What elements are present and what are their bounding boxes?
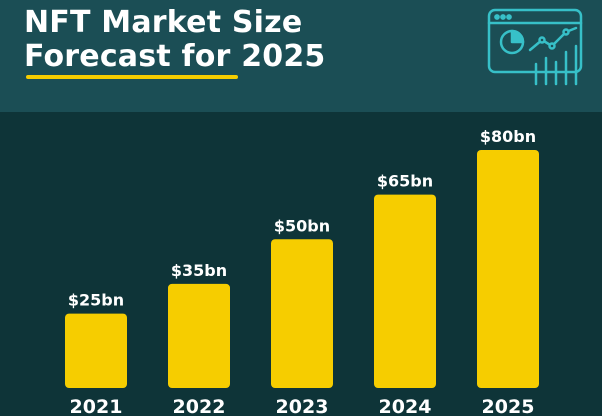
bar-2025 [477,150,539,388]
data-label-2024: $65bn [377,172,433,191]
bar-2022 [168,283,230,388]
chart-svg: $25bn 2021 $35bn 2022 $50bn 2023 $65bn 2024 $80b… [65,127,539,416]
bar-chart: $25bn 2021 $35bn 2022 $50bn 2023 $65bn 2024 $80b… [0,112,602,416]
dashboard-analytics-icon [486,6,590,88]
x-tick-label-2023: 2023 [276,396,329,416]
bar-2024 [374,194,436,388]
x-tick-label-2022: 2022 [173,396,226,416]
data-label-2023: $50bn [274,216,330,235]
header-band: NFT Market Size Forecast for 2025 [0,0,602,112]
x-tick-label-2025: 2025 [482,396,535,416]
title-line-2: Forecast for 2025 [24,39,326,74]
x-tick-label-2024: 2024 [379,396,432,416]
data-label-2021: $25bn [68,291,124,310]
data-label-2022: $35bn [171,261,227,280]
title-underline [26,75,238,79]
title-line-1: NFT Market Size [24,5,303,40]
bar-2021 [65,313,127,388]
bar-2023 [271,239,333,388]
x-tick-label-2021: 2021 [70,396,123,416]
page-title: NFT Market Size Forecast for 2025 [24,6,326,74]
data-label-2025: $80bn [480,127,536,146]
